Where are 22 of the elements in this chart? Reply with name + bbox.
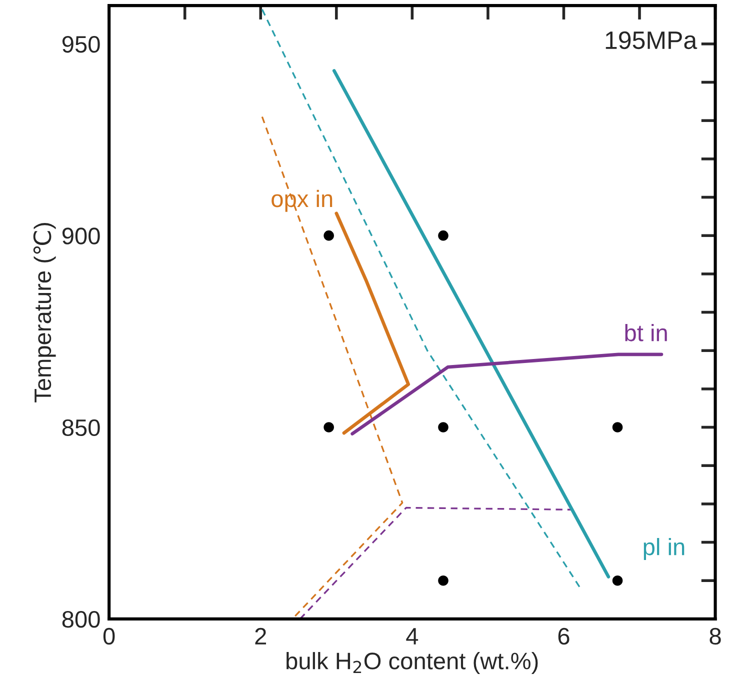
y-tick-label: 850 — [62, 419, 100, 436]
x-axis-title: bulk H$_{2}$O content (wt.%) — [286, 652, 538, 674]
point — [612, 575, 623, 586]
y-tick-label: 900 — [62, 228, 100, 244]
x-tick-label: 0 — [103, 628, 115, 645]
x-tick-label: 6 — [558, 628, 570, 645]
y-tick-label: 800 — [62, 611, 100, 628]
series-label: pl in — [644, 538, 684, 560]
point — [438, 575, 448, 586]
series-label: bt in — [625, 324, 667, 342]
x-tick-label: 2 — [255, 628, 266, 644]
annotation: 195MPa — [606, 31, 698, 50]
y-tick-label: 950 — [62, 36, 100, 53]
point — [438, 422, 448, 432]
point — [612, 422, 623, 432]
point — [324, 422, 334, 432]
y-axis-title: Temperature (℃) — [33, 223, 56, 402]
x-tick-label: 8 — [710, 628, 721, 645]
point — [438, 230, 448, 241]
series-label: opx in — [272, 190, 332, 212]
x-tick-label: 4 — [406, 628, 418, 644]
point — [324, 230, 334, 241]
